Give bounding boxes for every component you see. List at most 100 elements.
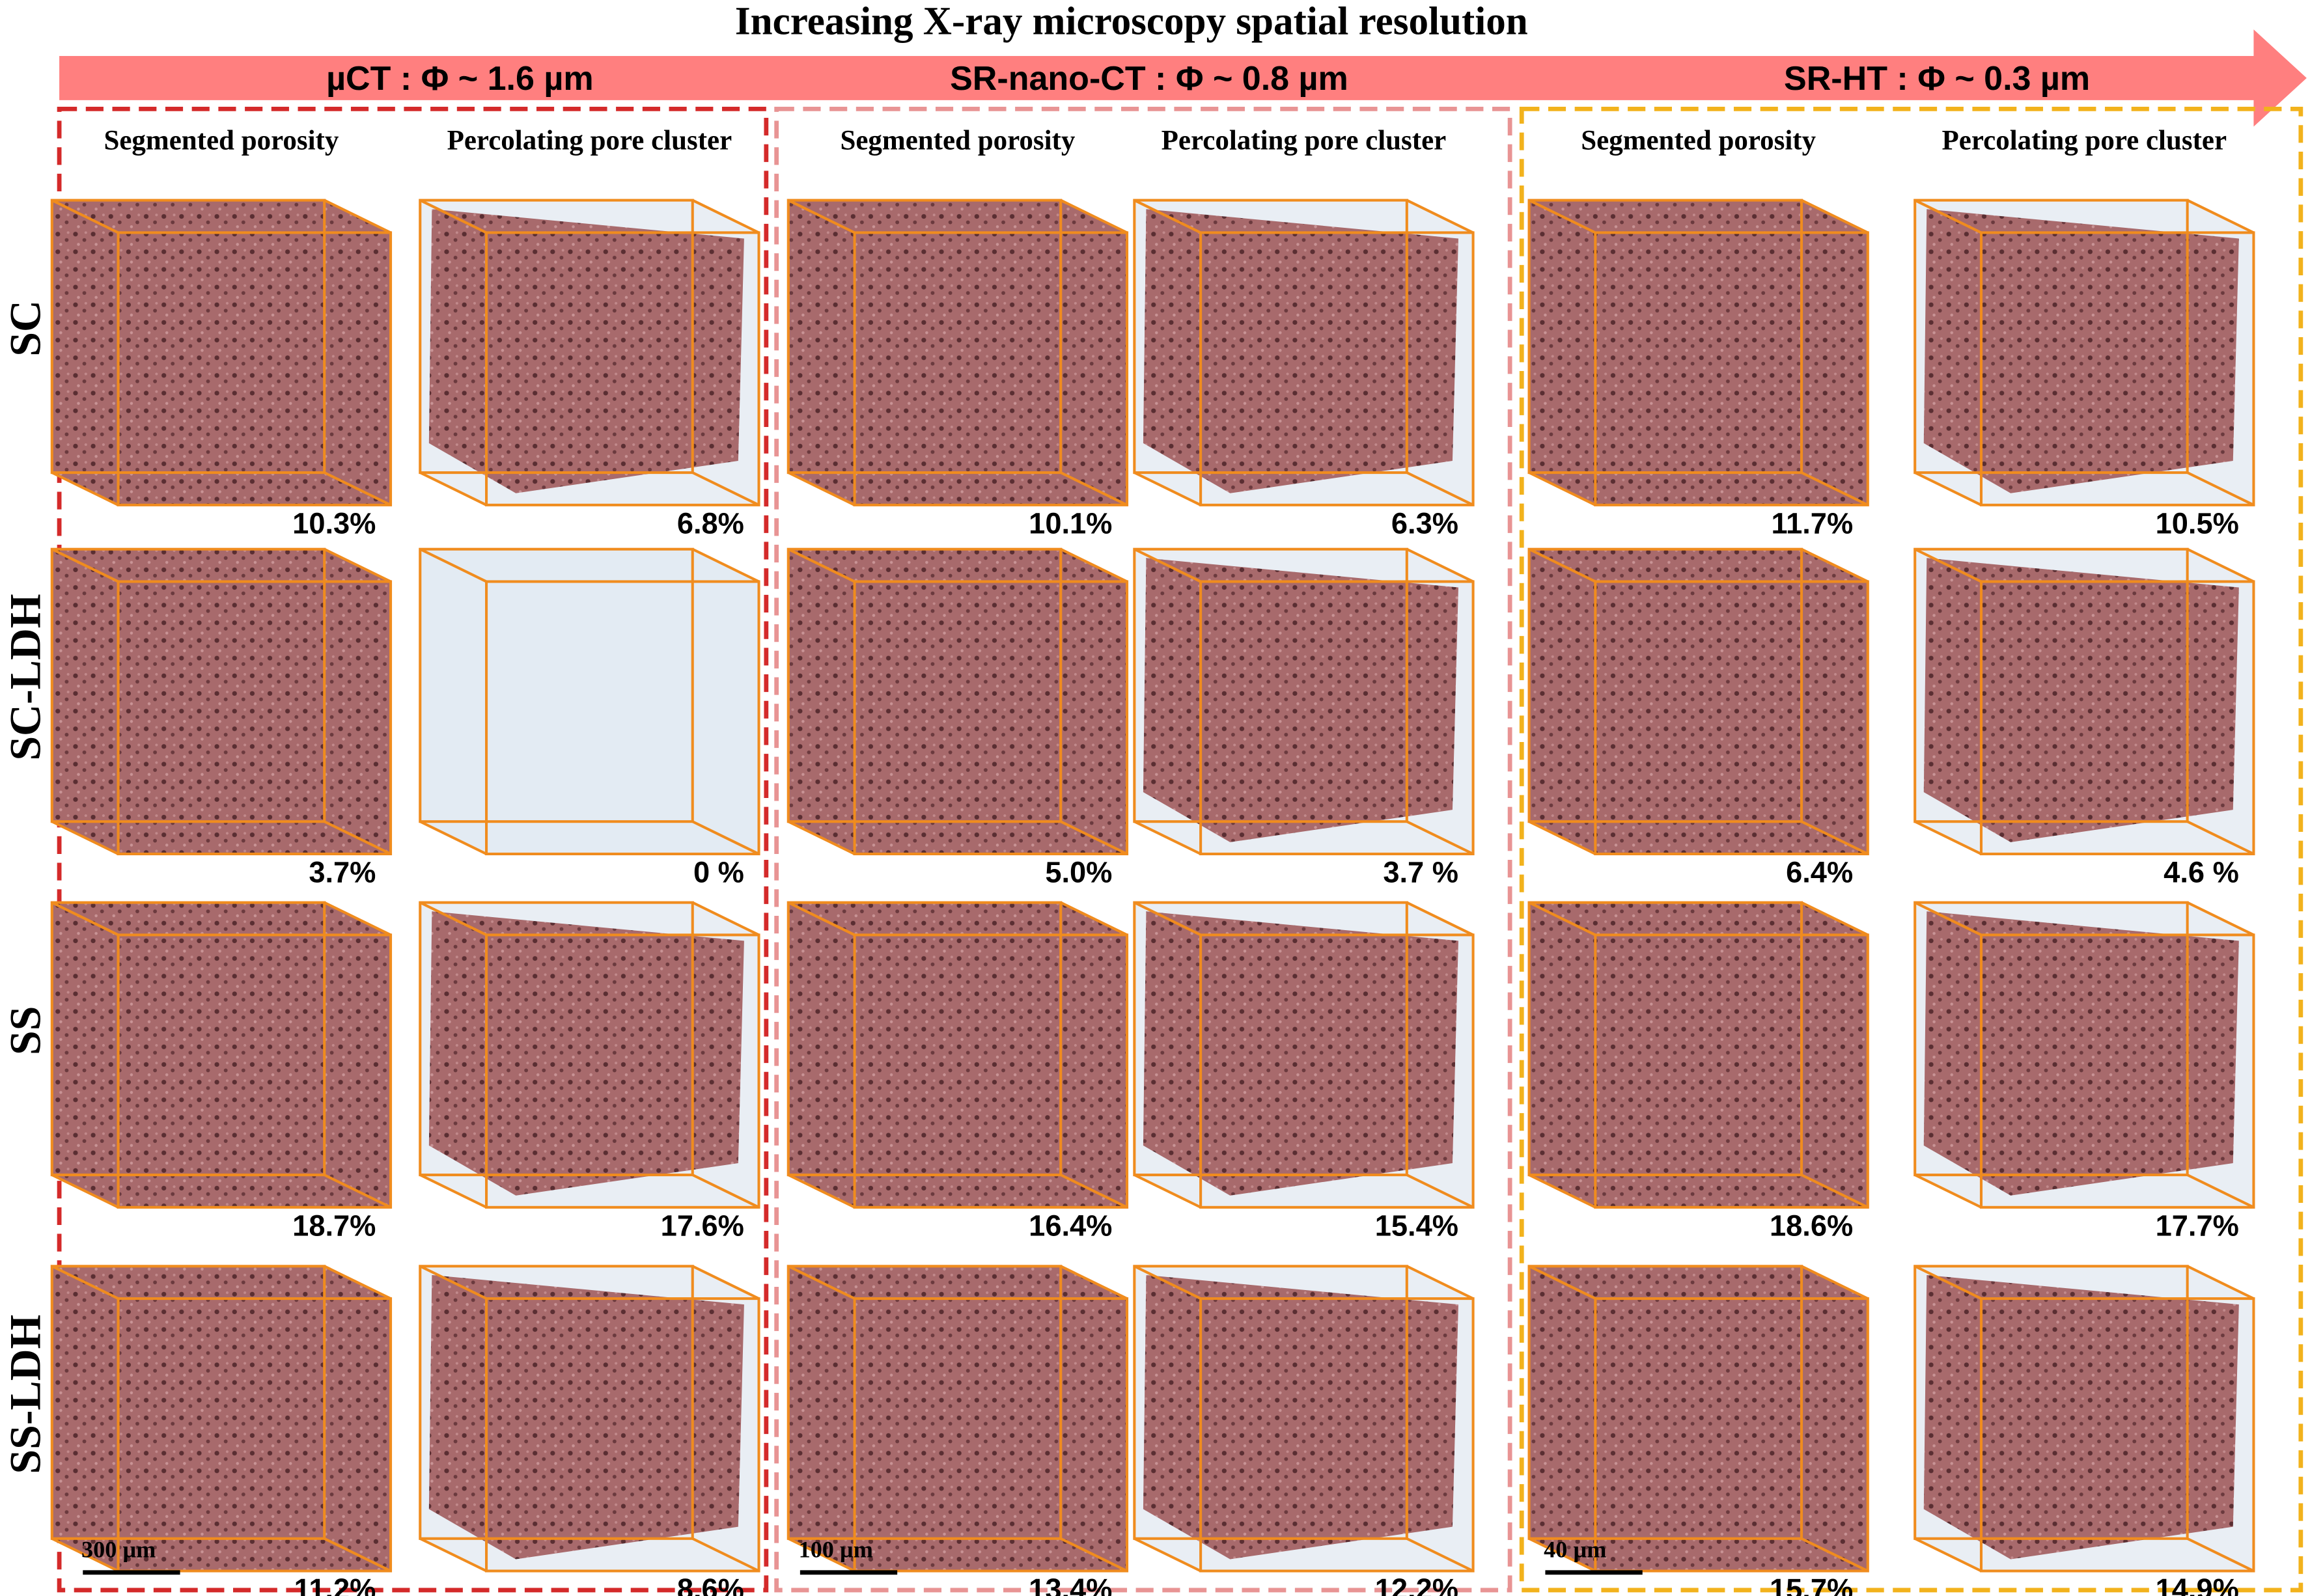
cube-edge: [51, 1265, 119, 1300]
cube-edge: [787, 901, 856, 937]
cube-edge: [1914, 1265, 1982, 1300]
cube-back-face: [1913, 1265, 2189, 1540]
cube-edge: [1134, 1265, 1202, 1300]
cube-edge: [324, 547, 391, 583]
cube-edge: [1528, 547, 1596, 583]
volume-rendering: [788, 1266, 1128, 1571]
cube-front-face: [117, 580, 393, 855]
cube-edge: [1914, 820, 1982, 855]
porosity-value: 14.9%: [2156, 1573, 2239, 1596]
porosity-value: 10.1%: [1029, 506, 1112, 540]
cube-edge: [324, 1174, 391, 1209]
cube-edge: [787, 820, 856, 855]
cube-edge: [1060, 471, 1128, 506]
porosity-value: 17.7%: [2156, 1209, 2239, 1242]
row-label: SC: [1, 300, 49, 357]
cube-front-face: [1594, 580, 1869, 855]
cube-edge: [2186, 547, 2255, 583]
cube-edge: [691, 1265, 760, 1300]
cube-back-face: [1133, 199, 1408, 475]
volume-rendering: [1529, 902, 1868, 1207]
cube-front-face: [117, 933, 393, 1209]
cube-edge: [1914, 547, 1982, 583]
porosity-value: 6.8%: [677, 506, 744, 540]
porosity-value: 3.7%: [309, 856, 376, 889]
cube-edge: [324, 820, 391, 855]
cube-edge: [1060, 1537, 1128, 1573]
cube-front-face: [1594, 933, 1869, 1209]
volume-rendering: [1529, 200, 1868, 505]
cube-edge: [787, 1265, 856, 1300]
panel-header: SR-nano-CT : Φ ~ 0.8 µm: [950, 60, 1348, 98]
cube-back-face: [1133, 901, 1408, 1177]
pore-cluster: [1143, 911, 1458, 1196]
cube-back-face: [50, 901, 326, 1177]
cube-front-face: [485, 1297, 760, 1573]
cube-edge: [1528, 471, 1596, 506]
volume-rendering: [51, 902, 391, 1207]
cube-edge: [1060, 1174, 1128, 1209]
cube-edge: [1914, 901, 1982, 937]
cube-front-face: [485, 933, 760, 1209]
cube-edge: [51, 1537, 119, 1573]
cube-edge: [419, 547, 487, 583]
scale-bar-label: 40 µm: [1544, 1536, 1606, 1562]
pore-cluster: [1923, 209, 2239, 493]
cube-edge: [787, 1174, 856, 1209]
cube-edge: [2186, 901, 2255, 937]
cube-edge: [1406, 199, 1474, 234]
cube-edge: [1060, 901, 1128, 937]
pore-cluster: [1143, 558, 1458, 842]
pore-cluster: [1923, 558, 2239, 842]
cube-edge: [1060, 199, 1128, 234]
cube-front-face: [853, 580, 1129, 855]
pore-cluster: [428, 1274, 744, 1560]
cube-edge: [2186, 199, 2255, 234]
cube-front-face: [853, 933, 1129, 1209]
volume-rendering: [420, 549, 759, 854]
cube-edge: [51, 1174, 119, 1209]
cube-front-face: [1979, 933, 2255, 1209]
row-label: SS-LDH: [1, 1315, 49, 1474]
volume-rendering: [1529, 549, 1868, 854]
cube-edge: [419, 1537, 487, 1573]
cube-back-face: [419, 199, 694, 475]
cube-edge: [324, 199, 391, 234]
cube-edge: [2186, 820, 2255, 855]
cube-edge: [1134, 1537, 1202, 1573]
cube-edge: [324, 1265, 391, 1300]
porosity-value: 5.0%: [1045, 856, 1112, 889]
cube-edge: [691, 901, 760, 937]
porosity-value: 15.7%: [1770, 1573, 1853, 1596]
cube-edge: [1914, 199, 1982, 234]
cube-edge: [1801, 1537, 1869, 1573]
cube-edge: [1801, 199, 1869, 234]
cube-edge: [691, 1174, 760, 1209]
cube-edge: [1060, 820, 1128, 855]
porosity-value: 12.2%: [1375, 1573, 1458, 1596]
pore-cluster: [1923, 911, 2239, 1196]
pore-cluster: [1923, 1274, 2239, 1560]
panel-header: SR-HT : Φ ~ 0.3 µm: [1784, 60, 2090, 98]
volume-rendering: [1529, 1266, 1868, 1571]
volume-rendering: [788, 902, 1128, 1207]
porosity-value: 13.4%: [1029, 1573, 1112, 1596]
resolution-arrow: [59, 29, 2307, 127]
cube-edge: [691, 199, 760, 234]
cube-edge: [1406, 1265, 1474, 1300]
cube-edge: [419, 199, 487, 234]
cube-back-face: [1527, 547, 1803, 823]
cube-edge: [51, 471, 119, 506]
column-label: Segmented porosity: [104, 125, 339, 156]
cube-front-face: [1594, 1297, 1869, 1573]
porosity-value: 16.4%: [1029, 1209, 1112, 1242]
cube-back-face: [50, 1265, 326, 1540]
cube-back-face: [1527, 1265, 1803, 1540]
figure-title: Increasing X-ray microscopy spatial reso…: [735, 0, 1528, 43]
cube-edge: [1914, 471, 1982, 506]
cube-edge: [2186, 1174, 2255, 1209]
cube-edge: [419, 901, 487, 937]
cube-back-face: [1527, 901, 1803, 1177]
cube-edge: [1528, 199, 1596, 234]
